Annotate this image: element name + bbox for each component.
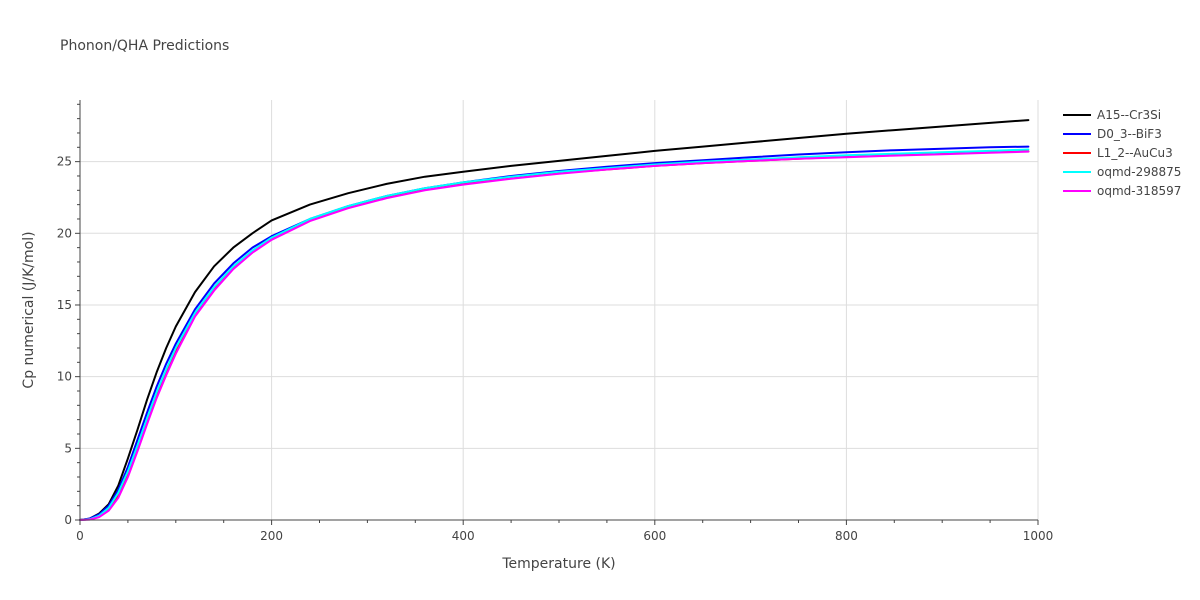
series-line — [79, 145, 1030, 521]
legend-item[interactable]: oqmd-298875 — [1063, 165, 1181, 179]
series-line — [79, 119, 1030, 521]
legend-label: L1_2--AuCu3 — [1097, 146, 1173, 160]
y-tick-label: 20 — [57, 226, 72, 240]
x-axis-title: Temperature (K) — [501, 556, 615, 572]
y-axis-title: Cp numerical (J/K/mol) — [21, 231, 37, 388]
x-tick-label: 600 — [643, 529, 666, 543]
legend-item[interactable]: A15--Cr3Si — [1063, 108, 1161, 122]
legend-item[interactable]: D0_3--BiF3 — [1063, 127, 1162, 141]
x-tick-label: 1000 — [1023, 529, 1054, 543]
legend-item[interactable]: L1_2--AuCu3 — [1063, 146, 1173, 160]
series-line — [79, 150, 1030, 521]
axes — [75, 100, 1039, 525]
y-tick-label: 0 — [64, 513, 72, 527]
y-tick-label: 25 — [57, 155, 72, 169]
legend-label: A15--Cr3Si — [1097, 108, 1161, 122]
chart-title: Phonon/QHA Predictions — [60, 38, 229, 54]
tick-labels: 0 200 400 600 800 1000 0 5 10 15 20 25 — [57, 155, 1054, 543]
y-tick-label: 15 — [57, 298, 72, 312]
x-tick-label: 200 — [260, 529, 283, 543]
x-tick-label: 800 — [835, 529, 858, 543]
legend-label: oqmd-298875 — [1097, 165, 1181, 179]
legend-label: D0_3--BiF3 — [1097, 127, 1162, 141]
legend[interactable]: A15--Cr3Si D0_3--BiF3 L1_2--AuCu3 oqmd-2988… — [1063, 108, 1181, 198]
legend-item[interactable]: oqmd-318597 — [1063, 184, 1181, 198]
legend-label: oqmd-318597 — [1097, 184, 1181, 198]
x-tick-label: 400 — [452, 529, 475, 543]
y-tick-label: 5 — [64, 441, 72, 455]
x-tick-label: 0 — [76, 529, 84, 543]
y-tick-label: 10 — [57, 370, 72, 384]
series-line — [79, 150, 1030, 521]
series-line — [79, 148, 1030, 521]
series-group — [79, 119, 1030, 521]
grid — [80, 100, 1039, 520]
